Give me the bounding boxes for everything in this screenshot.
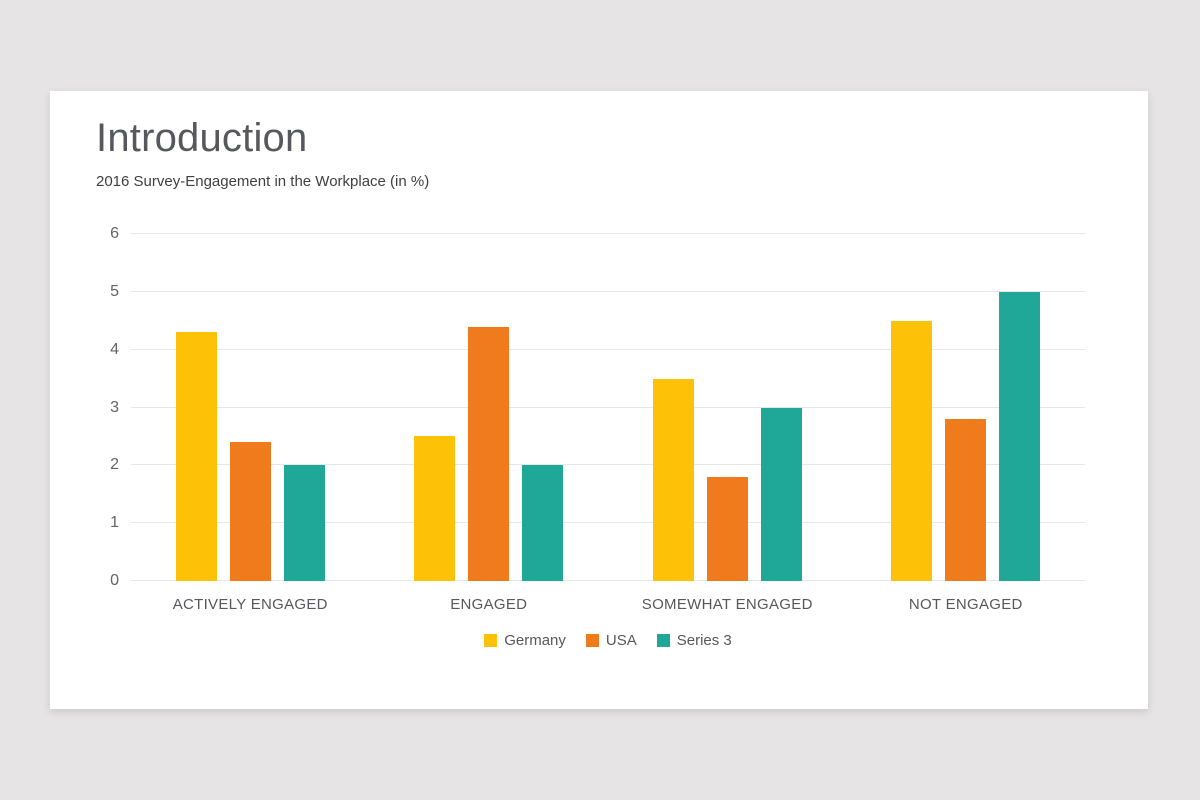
gridline xyxy=(131,580,1085,581)
legend-label: Germany xyxy=(504,632,566,649)
y-axis-tick-label: 3 xyxy=(110,398,119,416)
y-axis-tick-label: 1 xyxy=(110,514,119,532)
legend-item-germany: Germany xyxy=(484,632,566,649)
slide-title: Introduction xyxy=(96,116,308,160)
bar-germany xyxy=(175,332,217,581)
plot-area: 0 1 2 3 4 5 6 xyxy=(110,226,1085,589)
x-axis-category-label: NOT ENGAGED xyxy=(908,596,1023,613)
gridline xyxy=(131,233,1085,234)
x-axis-category-label: ACTIVELY ENGAGED xyxy=(172,596,328,613)
bar-group-somewhat-engaged xyxy=(608,234,847,581)
y-axis-tick-label: 0 xyxy=(110,572,119,589)
y-axis-tick-label: 4 xyxy=(110,340,119,358)
y-axis-tick-label: 2 xyxy=(110,456,119,474)
legend-label: USA xyxy=(605,632,637,649)
chart-subtitle: 2016 Survey-Engagement in the Workplace … xyxy=(96,173,430,190)
bar-series-3 xyxy=(283,465,325,581)
bar-series-3 xyxy=(999,291,1041,581)
bar-group-not-engaged xyxy=(847,234,1086,581)
legend-label: Series 3 xyxy=(676,632,732,649)
x-axis-category-label: ENGAGED xyxy=(450,596,528,613)
bar-germany xyxy=(891,320,933,581)
legend-swatch-series-3 xyxy=(656,634,670,647)
slide-card: Introduction 2016 Survey-Engagement in t… xyxy=(50,91,1148,709)
bar-groups xyxy=(131,234,1085,581)
legend-swatch-germany xyxy=(484,634,498,647)
bar-usa xyxy=(706,476,748,581)
bar-usa xyxy=(945,419,987,581)
y-axis-tick-label: 5 xyxy=(110,282,119,300)
legend-item-usa: USA xyxy=(585,632,637,649)
gridline xyxy=(131,522,1085,524)
gridline xyxy=(131,290,1085,292)
y-axis-tick-label: 6 xyxy=(110,225,119,242)
gridline xyxy=(131,464,1085,466)
legend-item-series-3: Series 3 xyxy=(656,632,732,649)
bar-usa xyxy=(229,442,271,581)
bar-usa xyxy=(468,326,510,581)
bar-series-3 xyxy=(760,407,802,581)
gridline xyxy=(131,406,1085,408)
bar-chart: 0 1 2 3 4 5 6 ACTIVELY ENGAGED ENGAGED SOMEWHAT … xyxy=(50,91,1148,709)
chart-legend: Germany USA Series 3 xyxy=(131,632,1085,649)
bar-germany xyxy=(652,378,694,581)
bar-series-3 xyxy=(522,465,564,581)
x-axis-labels: ACTIVELY ENGAGED ENGAGED SOMEWHAT ENGAGED N… xyxy=(131,596,1085,613)
bar-group-engaged xyxy=(370,234,609,581)
bar-germany xyxy=(414,436,456,581)
legend-swatch-usa xyxy=(585,634,599,647)
x-axis-category-label: SOMEWHAT ENGAGED xyxy=(641,596,813,613)
gridline xyxy=(131,348,1085,350)
bar-group-actively-engaged xyxy=(131,234,370,581)
